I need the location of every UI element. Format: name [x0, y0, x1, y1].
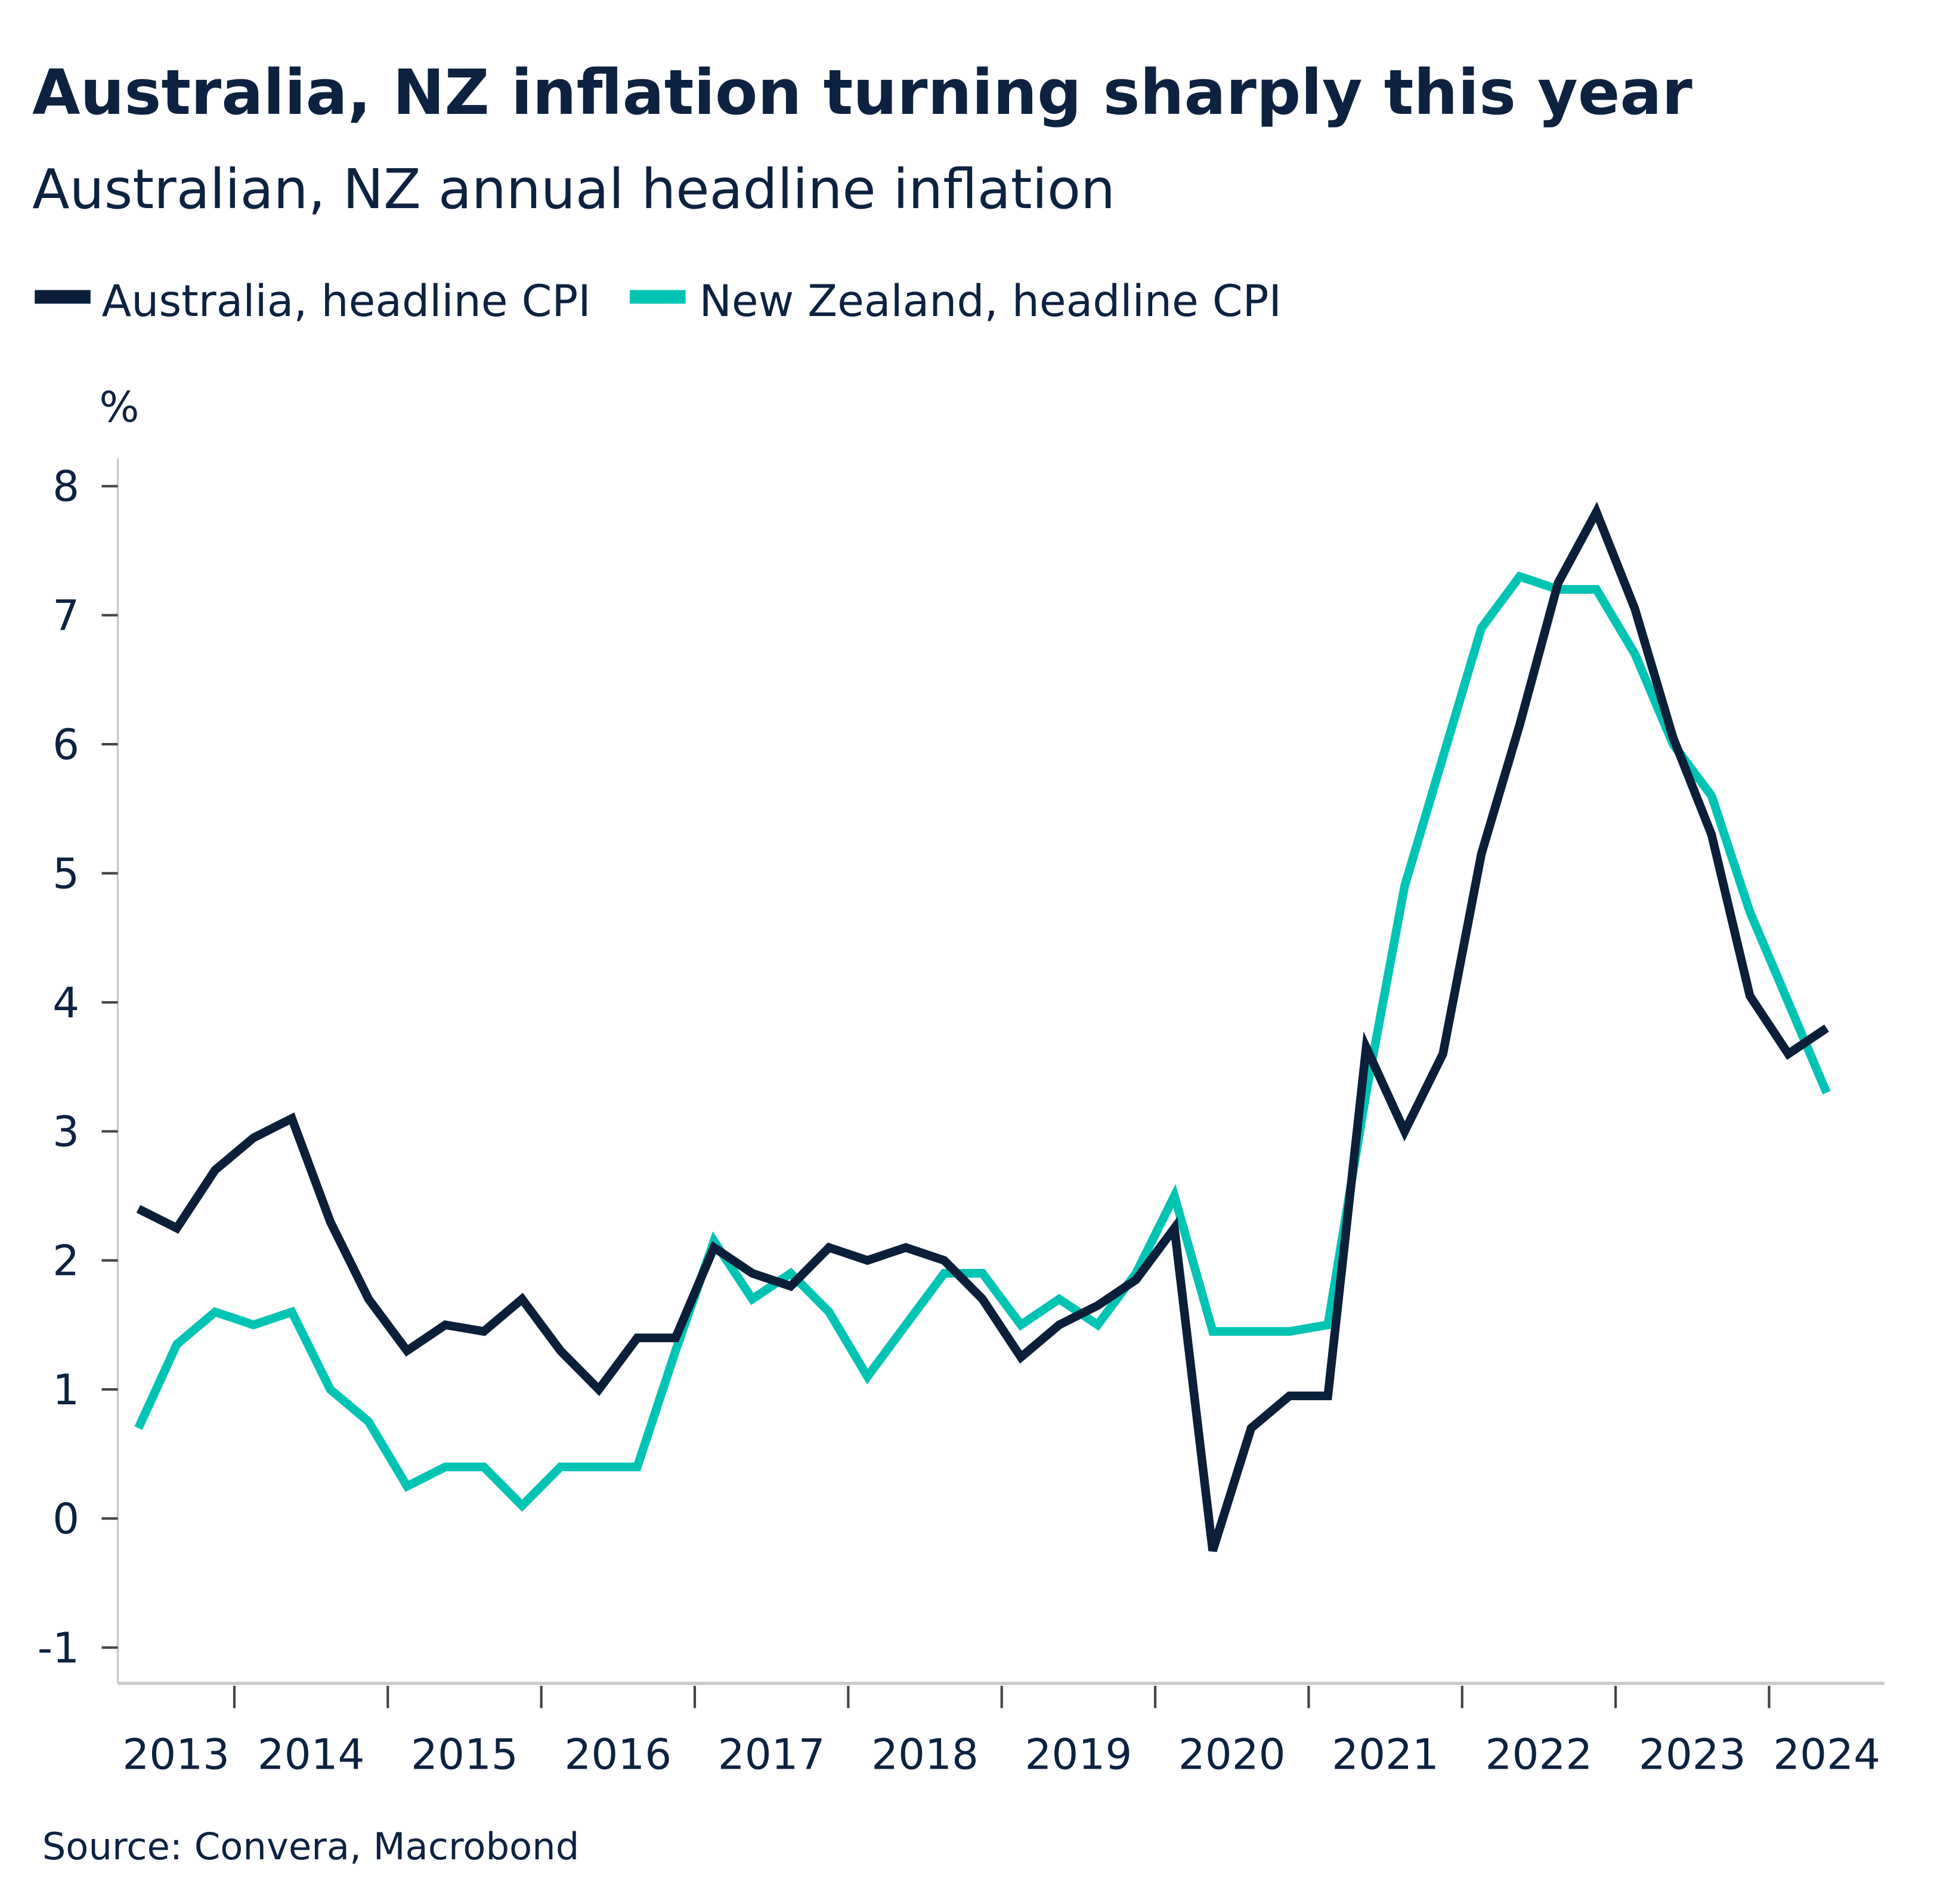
x-tick-label: 2022 [1486, 1729, 1593, 1779]
legend-label-australia: Australia, headline CPI [102, 276, 591, 327]
x-tick-label: 2013 [122, 1729, 230, 1779]
x-tick-label: 2018 [871, 1729, 979, 1779]
chart-subtitle: Australian, NZ annual headline inflation [32, 157, 1115, 221]
x-tick-label: 2023 [1639, 1729, 1746, 1779]
y-tick-label: 8 [52, 462, 79, 511]
x-tick-label: 2024 [1773, 1729, 1880, 1779]
x-tick-label: 2016 [564, 1729, 672, 1779]
series-line-new-zealand [134, 571, 1831, 1512]
legend: Australia, headline CPI New Zealand, hea… [35, 276, 1282, 327]
y-tick-label: 5 [52, 849, 79, 898]
legend-swatch-nz [630, 290, 686, 304]
y-tick-label: 2 [52, 1236, 79, 1286]
legend-label-nz: New Zealand, headline CPI [699, 276, 1281, 327]
legend-swatch-australia [35, 290, 91, 304]
y-tick-label: 6 [52, 720, 79, 769]
x-tick-label: 2021 [1332, 1729, 1439, 1779]
chart-title: Australia, NZ inflation turning sharply … [32, 57, 1692, 129]
y-axis-unit: % [99, 382, 139, 432]
x-tick-label: 2019 [1025, 1729, 1132, 1779]
x-tick-label: 2015 [411, 1729, 518, 1779]
y-tick-label: 0 [52, 1494, 79, 1543]
source-note: Source: Convera, Macrobond [42, 1825, 580, 1868]
x-tick-label: 2017 [718, 1729, 825, 1779]
series-line-australia [136, 501, 1829, 1552]
y-tick-label: -1 [38, 1623, 79, 1673]
x-tick-label: 2020 [1178, 1729, 1286, 1779]
x-tick-label: 2014 [258, 1729, 365, 1779]
y-tick-label: 7 [52, 591, 79, 640]
y-tick-label: 3 [52, 1107, 79, 1156]
y-tick-label: 1 [52, 1365, 79, 1414]
y-tick-label: 4 [52, 978, 79, 1027]
